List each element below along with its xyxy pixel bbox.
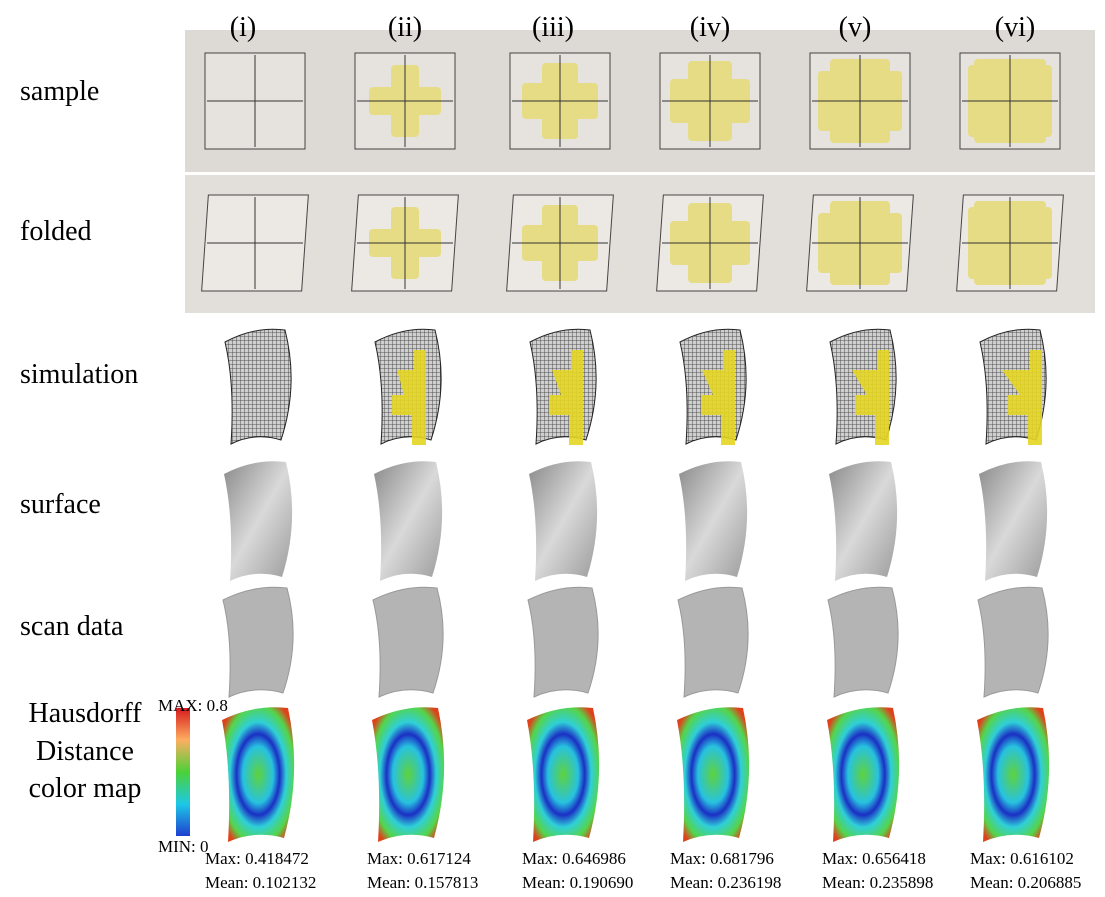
colorbar-min: MIN: 0 (158, 837, 209, 856)
stat-max: Max: 0.646986 (522, 849, 626, 868)
hausdorff-map (827, 707, 899, 842)
surface (979, 461, 1047, 581)
surface (529, 461, 597, 581)
surface (374, 461, 442, 581)
surface (829, 461, 897, 581)
surface (224, 461, 292, 581)
row-label: Distance (36, 736, 134, 767)
stat-max: Max: 0.617124 (367, 849, 471, 868)
stat-mean: Mean: 0.236198 (670, 873, 781, 892)
scan-data (828, 587, 898, 697)
stat-mean: Mean: 0.206885 (970, 873, 1081, 892)
column-header: (iii) (532, 12, 574, 43)
stat-mean: Mean: 0.190690 (522, 873, 633, 892)
column-header: (v) (839, 12, 872, 43)
stat-max: Max: 0.616102 (970, 849, 1074, 868)
scan-data (678, 587, 748, 697)
sample-photo-bg (185, 30, 1095, 172)
stat-mean: Mean: 0.235898 (822, 873, 933, 892)
surface (679, 461, 747, 581)
hausdorff-map (527, 707, 599, 842)
hausdorff-map (677, 707, 749, 842)
row-label: Hausdorff (28, 698, 142, 729)
scan-data (978, 587, 1048, 697)
stat-mean: Mean: 0.157813 (367, 873, 478, 892)
column-header: (ii) (388, 12, 422, 43)
colorbar (176, 708, 190, 836)
folded-photo-bg (185, 175, 1095, 313)
figure: MAX: 0.8 MIN: 0 sample folded simulation su… (0, 0, 1105, 897)
simulation-mesh (225, 329, 291, 444)
row-label: sample (20, 76, 99, 107)
hausdorff-map (372, 707, 444, 842)
column-header: (vi) (995, 12, 1035, 43)
row-label: simulation (20, 359, 138, 390)
row-label: folded (20, 216, 92, 247)
row-label: surface (20, 489, 101, 520)
stat-max: Max: 0.418472 (205, 849, 309, 868)
scan-data (223, 587, 293, 697)
stat-mean: Mean: 0.102132 (205, 873, 316, 892)
scan-data (373, 587, 443, 697)
column-header: (i) (230, 12, 256, 43)
colorbar-max: MAX: 0.8 (158, 696, 228, 715)
row-label: scan data (20, 611, 124, 642)
scan-data (528, 587, 598, 697)
column-header: (iv) (690, 12, 730, 43)
stat-max: Max: 0.656418 (822, 849, 926, 868)
row-label: color map (29, 773, 142, 804)
stat-max: Max: 0.681796 (670, 849, 774, 868)
hausdorff-map (222, 707, 294, 842)
hausdorff-map (977, 707, 1049, 842)
